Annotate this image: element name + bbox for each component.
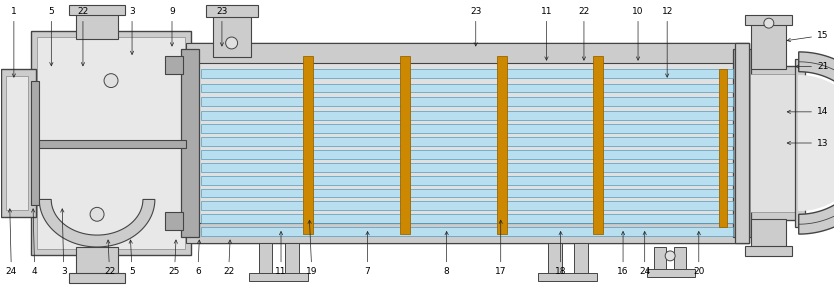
Text: 16: 16 xyxy=(617,232,629,276)
Bar xyxy=(36,140,185,148)
Bar xyxy=(31,31,190,255)
Bar xyxy=(200,201,733,210)
Bar xyxy=(213,9,250,57)
Bar xyxy=(205,5,257,17)
Bar xyxy=(674,247,686,272)
Bar xyxy=(69,273,125,283)
Bar xyxy=(200,188,733,197)
Polygon shape xyxy=(799,52,835,234)
Polygon shape xyxy=(799,76,835,210)
Text: 12: 12 xyxy=(661,7,673,77)
Bar xyxy=(76,247,118,277)
Bar xyxy=(647,269,695,277)
Text: 22: 22 xyxy=(223,240,234,276)
Text: 22: 22 xyxy=(104,240,115,276)
Text: 23: 23 xyxy=(216,7,228,46)
Circle shape xyxy=(90,207,104,221)
Bar xyxy=(654,247,666,272)
Bar xyxy=(185,43,749,243)
Bar xyxy=(31,81,39,205)
Bar xyxy=(745,246,792,256)
Bar xyxy=(200,84,733,92)
Text: 17: 17 xyxy=(495,220,507,276)
Text: 13: 13 xyxy=(787,138,828,148)
Text: 9: 9 xyxy=(170,7,175,46)
Bar xyxy=(185,43,749,63)
Text: 7: 7 xyxy=(365,232,371,276)
Bar xyxy=(200,214,733,223)
Bar xyxy=(719,69,727,227)
Bar xyxy=(200,111,733,120)
Text: 22: 22 xyxy=(579,7,590,60)
Text: 3: 3 xyxy=(129,7,135,54)
Text: 3: 3 xyxy=(61,209,67,276)
Bar xyxy=(750,74,796,212)
Bar xyxy=(69,5,125,15)
Bar xyxy=(76,9,118,39)
Text: 1: 1 xyxy=(11,7,17,77)
Text: 15: 15 xyxy=(787,31,828,42)
Bar xyxy=(735,43,749,243)
Text: 19: 19 xyxy=(306,220,317,276)
Bar xyxy=(400,56,410,234)
Bar xyxy=(751,219,786,249)
Bar xyxy=(497,56,507,234)
Text: 8: 8 xyxy=(443,232,449,276)
Bar xyxy=(249,273,308,281)
Text: 21: 21 xyxy=(796,62,828,71)
Text: 24: 24 xyxy=(639,232,650,276)
Bar xyxy=(200,227,733,236)
Bar xyxy=(200,137,733,146)
Text: 24: 24 xyxy=(6,209,17,276)
Bar xyxy=(795,59,805,227)
Bar xyxy=(200,150,733,159)
Bar xyxy=(746,66,799,220)
Bar xyxy=(2,69,36,217)
Bar xyxy=(200,163,733,172)
Circle shape xyxy=(764,18,774,28)
Bar xyxy=(594,56,604,234)
Bar xyxy=(181,49,199,237)
Bar xyxy=(164,56,183,74)
Bar xyxy=(538,273,597,281)
Circle shape xyxy=(665,251,676,261)
Bar xyxy=(38,37,185,249)
Text: 5: 5 xyxy=(48,7,54,66)
Bar xyxy=(185,223,749,243)
Polygon shape xyxy=(39,199,154,247)
Bar xyxy=(164,212,183,230)
Text: 14: 14 xyxy=(787,107,828,116)
Circle shape xyxy=(104,74,118,88)
Bar xyxy=(200,69,733,78)
Bar xyxy=(7,76,28,210)
Bar xyxy=(200,98,733,106)
Bar xyxy=(200,124,733,133)
Bar xyxy=(733,49,751,237)
Bar xyxy=(751,19,786,69)
Text: 10: 10 xyxy=(632,7,644,60)
Text: 4: 4 xyxy=(32,209,38,276)
Text: 20: 20 xyxy=(693,232,705,276)
Bar xyxy=(745,15,792,25)
Bar xyxy=(574,243,589,277)
Bar xyxy=(200,176,733,184)
Text: 11: 11 xyxy=(541,7,552,60)
Bar xyxy=(548,243,561,277)
Text: 6: 6 xyxy=(195,240,200,276)
Text: 23: 23 xyxy=(470,7,482,46)
Circle shape xyxy=(225,37,238,49)
Text: 11: 11 xyxy=(276,232,286,276)
Bar xyxy=(259,243,272,277)
Text: 5: 5 xyxy=(129,240,135,276)
Text: 25: 25 xyxy=(169,240,180,276)
Text: 18: 18 xyxy=(555,232,566,276)
Bar xyxy=(194,51,741,235)
Bar xyxy=(303,56,313,234)
Bar xyxy=(286,243,300,277)
Text: 22: 22 xyxy=(78,7,89,66)
